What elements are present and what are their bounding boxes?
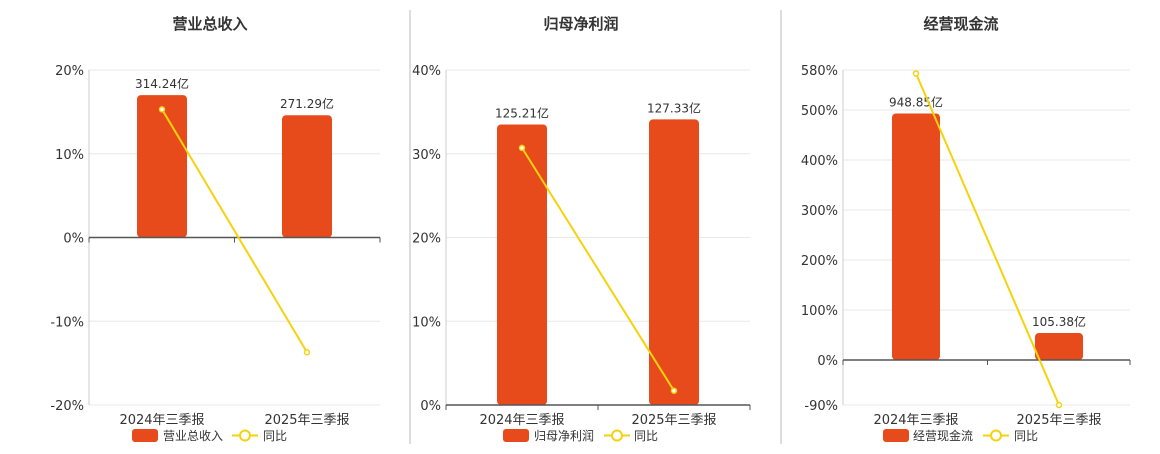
y-tick-label: 300% (801, 204, 838, 219)
y-tick-label: 40% (412, 64, 441, 79)
legend-line-marker (990, 429, 1002, 442)
bars (497, 119, 699, 405)
legend-bar-label: 归母净利润 (534, 429, 594, 443)
yoy-point (1055, 401, 1063, 409)
legend-bar-swatch (132, 429, 158, 442)
yoy-line-path (521, 147, 675, 392)
legend: 归母净利润 同比 (503, 429, 658, 443)
legend-bar-swatch (883, 429, 909, 442)
y-tick-label: -10% (50, 315, 84, 330)
yoy-point (670, 387, 678, 395)
bar-value-label: 271.29亿 (280, 96, 334, 111)
chart-panel-net-profit: 归母净利润 40% 30% 20% 10% 0% 125.21亿 127.33亿 2024… (412, 15, 751, 443)
bar (649, 119, 699, 405)
bar-value-label: 127.33亿 (647, 100, 701, 115)
legend-line-label: 同比 (1014, 429, 1038, 443)
y-tick-label: 0% (817, 354, 838, 369)
yoy-line-path (915, 73, 1060, 406)
y-tick-label: 100% (801, 304, 838, 319)
bar-value-labels: 125.21亿 127.33亿 (495, 100, 701, 120)
y-tick-label: 0% (63, 232, 84, 247)
yoy-line (518, 144, 678, 395)
y-tick-label: 20% (55, 64, 84, 79)
x-tick-labels: 2024年三季报 2025年三季报 (873, 413, 1101, 428)
bar-value-label: 125.21亿 (495, 105, 549, 120)
bar-value-labels: 314.24亿 271.29亿 (135, 76, 334, 111)
y-tick-label: 10% (55, 148, 84, 163)
legend-line-marker (611, 429, 623, 442)
chart-title: 营业总收入 (172, 15, 247, 33)
y-tick-label: 580% (801, 64, 838, 79)
bar (282, 115, 332, 238)
y-tick-labels: 20% 10% 0% -10% -20% (50, 64, 84, 414)
y-tick-label: -90% (804, 399, 838, 414)
x-tick-label: 2025年三季报 (631, 413, 716, 428)
legend-line-label: 同比 (263, 429, 287, 443)
legend-bar-swatch (503, 429, 529, 442)
y-tick-label: 10% (412, 315, 441, 330)
bar-value-label: 948.85亿 (889, 95, 943, 110)
bar (497, 124, 547, 405)
x-tick-label: 2025年三季报 (1016, 413, 1101, 428)
chart-panel-cash-flow: 经营现金流 580% 500% 400% 300% 200% 100% 0% -90% 948… (801, 15, 1131, 443)
x-tick-label: 2024年三季报 (873, 413, 958, 428)
gridlines (843, 69, 1130, 406)
y-tick-label: 400% (801, 154, 838, 169)
x-tick-labels: 2024年三季报 2025年三季报 (119, 413, 349, 428)
bar-value-label: 314.24亿 (135, 76, 189, 91)
x-tick-labels: 2024年三季报 2025年三季报 (479, 413, 716, 428)
legend-line-marker (239, 429, 251, 442)
legend-line-label: 同比 (634, 429, 658, 443)
y-tick-label: 20% (412, 232, 441, 247)
legend: 经营现金流 同比 (883, 428, 1038, 443)
x-tick-label: 2024年三季报 (479, 413, 564, 428)
y-tick-label: -20% (50, 399, 84, 414)
yoy-point (912, 70, 920, 77)
yoy-line (158, 106, 311, 356)
legend-bar-label: 经营现金流 (913, 428, 973, 443)
y-tick-labels: 40% 30% 20% 10% 0% (412, 64, 441, 414)
x-axis (88, 70, 381, 405)
y-tick-label: 0% (420, 399, 441, 414)
bar (137, 95, 187, 238)
yoy-line (912, 70, 1063, 409)
legend: 营业总收入 同比 (132, 429, 287, 443)
bar-value-label: 105.38亿 (1032, 314, 1086, 329)
y-tick-label: 200% (801, 254, 838, 269)
x-tick-label: 2024年三季报 (119, 413, 204, 428)
yoy-point (518, 144, 526, 152)
x-axis (842, 70, 1131, 405)
yoy-point (303, 348, 311, 356)
y-tick-label: 30% (412, 148, 441, 163)
gridlines (446, 69, 750, 406)
yoy-line-path (161, 108, 308, 353)
y-tick-label: 500% (801, 104, 838, 119)
yoy-point (158, 106, 166, 113)
chart-panel-revenue: 营业总收入 20% 10% 0% -10% -20% 314.24亿 271.29亿 20… (50, 15, 381, 443)
x-tick-label: 2025年三季报 (264, 413, 349, 428)
x-axis (445, 70, 751, 410)
chart-title: 归母净利润 (543, 15, 618, 33)
chart-title: 经营现金流 (923, 15, 998, 33)
bar (1035, 333, 1083, 360)
bar (892, 113, 940, 360)
bars (892, 113, 1083, 360)
y-tick-labels: 580% 500% 400% 300% 200% 100% 0% -90% (801, 64, 838, 414)
legend-bar-label: 营业总收入 (163, 429, 223, 443)
